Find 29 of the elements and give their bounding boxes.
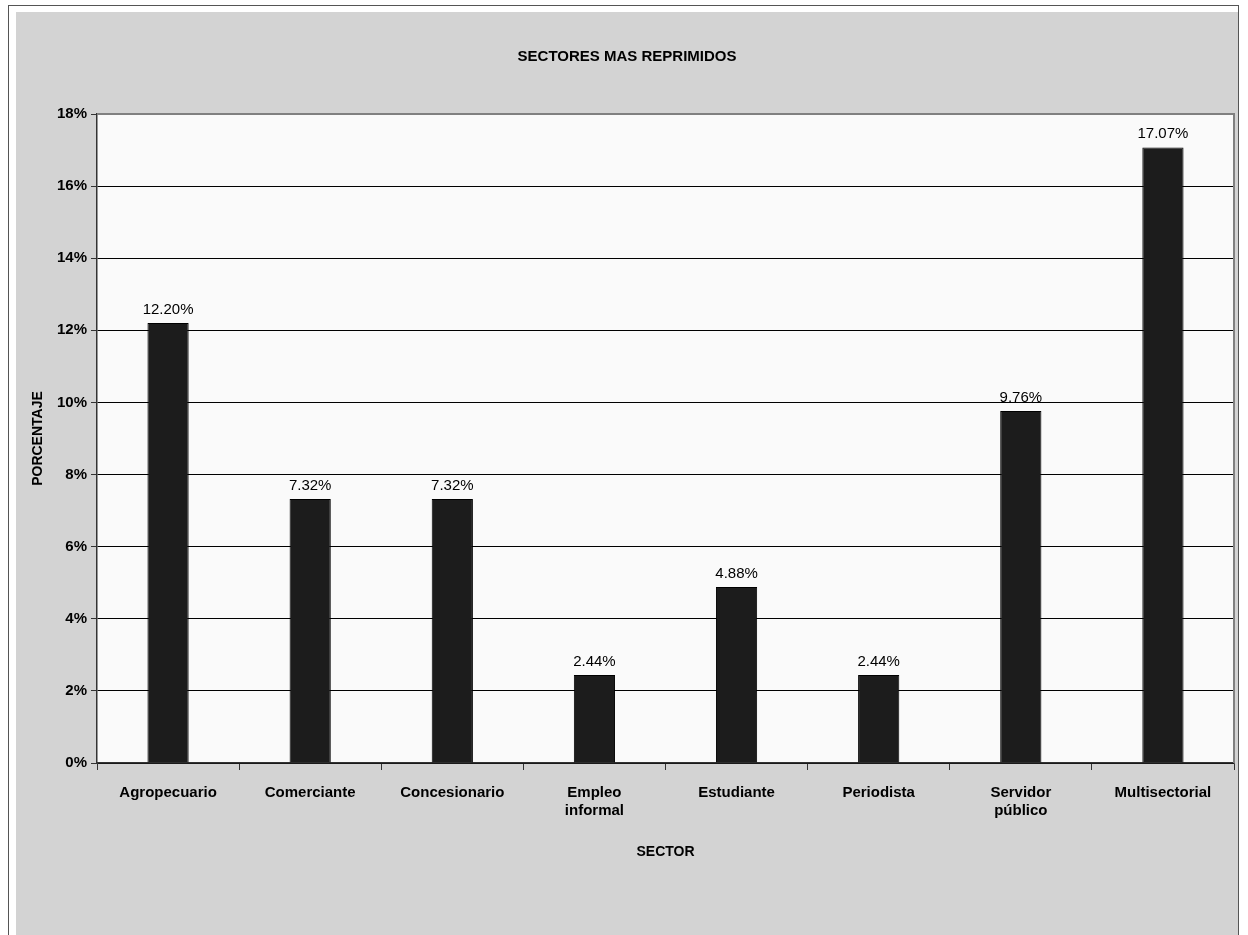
y-tick-label: 10% — [56, 392, 87, 410]
data-label: 2.44% — [573, 651, 616, 669]
x-tick-label: Multisectorial — [1114, 783, 1212, 801]
data-label: 12.20% — [142, 299, 194, 317]
x-tick-label: Servidor público — [990, 783, 1052, 819]
data-label: 7.32% — [288, 475, 332, 493]
y-tick-label: 4% — [65, 608, 87, 626]
chart-title: SECTORES MAS REPRIMIDOS — [517, 47, 737, 65]
y-tick-label: 12% — [56, 320, 87, 338]
x-tick-label: Estudiante — [698, 783, 775, 801]
y-tick-label: 14% — [56, 248, 87, 266]
x-tick-label: Agropecuario — [119, 783, 217, 801]
x-tick-label: Comerciante — [264, 783, 356, 801]
x-tick-label: Concesionario — [400, 783, 505, 801]
data-label: 7.32% — [431, 475, 474, 493]
x-tick-label: Empleo informal — [564, 783, 625, 819]
data-label: 2.44% — [857, 651, 900, 669]
y-tick-label: 16% — [56, 176, 87, 194]
y-tick-label: 8% — [65, 464, 87, 482]
data-label: 4.88% — [715, 563, 758, 581]
y-tick-label: 6% — [65, 536, 87, 554]
x-axis-title: SECTOR — [636, 843, 695, 860]
y-axis-title: PORCENTAJE — [29, 391, 46, 486]
y-tick-label: 18% — [56, 104, 87, 122]
x-tick-label: Periodista — [842, 783, 916, 801]
y-tick-label: 0% — [65, 753, 87, 771]
y-tick-label: 2% — [65, 681, 87, 699]
data-label: 9.76% — [999, 387, 1043, 405]
data-label: 17.07% — [1137, 124, 1189, 142]
